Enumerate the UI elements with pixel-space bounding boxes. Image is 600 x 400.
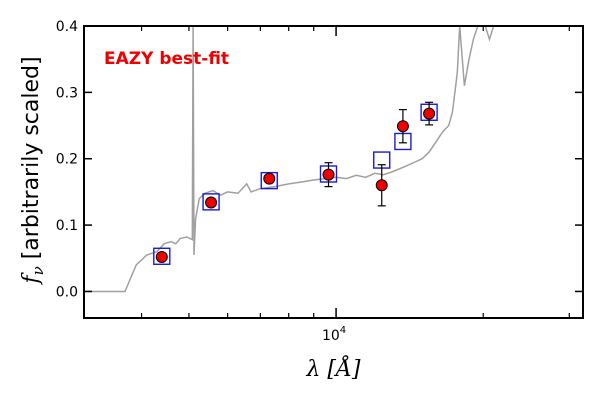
y-tick-label: 0.1 — [56, 218, 78, 234]
ticks-layer: 0.0 0.1 0.2 0.3 0.4 104 — [56, 19, 583, 344]
y-axis-text: [arbitrarily scaled] — [19, 56, 44, 259]
template-spectrum-line — [84, 26, 495, 293]
y-tick-label: 0.3 — [56, 85, 78, 101]
y-tick-label: 0.4 — [56, 19, 78, 35]
observed-marker — [322, 168, 335, 181]
plot-frame — [83, 25, 584, 319]
annotation-label: EAZY best-fit — [104, 49, 229, 69]
y-axis-label: fν [arbitrarily scaled] — [19, 56, 47, 285]
x-tick-label: 104 — [322, 325, 346, 344]
svg-text:fν [arbitrarily scaled]: fν [arbitrarily scaled] — [19, 56, 47, 285]
y-tick-label: 0.0 — [56, 284, 78, 300]
observed-marker — [423, 107, 436, 120]
model-square-point — [153, 247, 171, 265]
observed-marker — [396, 120, 409, 133]
observed-marker — [375, 179, 388, 192]
observed-point — [396, 109, 409, 144]
model-square-point — [260, 171, 278, 190]
observed-point — [155, 250, 168, 263]
observed-point — [263, 172, 276, 185]
y-tick-label: 0.2 — [56, 152, 78, 168]
observed-marker — [155, 250, 168, 263]
model-square-point — [202, 193, 220, 211]
observed-point — [205, 196, 218, 209]
observed-point — [375, 164, 388, 207]
observed-point — [322, 162, 335, 188]
observed-point — [423, 101, 436, 126]
x-axis-label: λ [Å] — [306, 354, 361, 382]
series-layer — [84, 26, 495, 293]
observed-marker — [205, 196, 218, 209]
y-axis-subscript: ν — [29, 266, 47, 275]
observed-marker — [263, 172, 276, 185]
